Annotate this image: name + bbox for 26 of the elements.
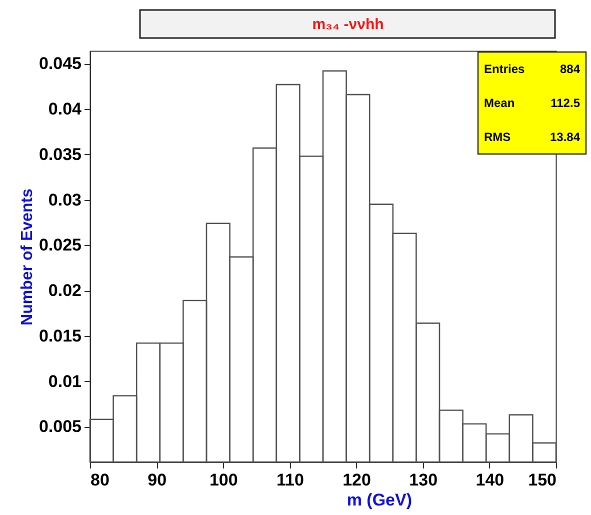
text: 884: [560, 62, 580, 76]
x-tick-label: 80: [90, 470, 110, 490]
y-tick-label: 0.03: [48, 190, 82, 210]
x-tick-label: 110: [276, 470, 304, 490]
y-tick-label: 0.01: [48, 372, 82, 391]
x-tick-label: 100: [209, 470, 238, 490]
y-tick-label: 0.045: [38, 54, 82, 74]
y-tick-label: 0.005: [38, 417, 82, 436]
x-tick-label: 130: [409, 470, 438, 490]
y-tick-label: 0.015: [38, 326, 82, 346]
x-tick-label: 90: [148, 470, 167, 490]
x-tick-label: 140: [476, 470, 504, 490]
y-tick-label: 0.025: [38, 236, 82, 255]
annotation: 112.5: [550, 96, 580, 110]
x-tick-label: 150: [528, 470, 556, 490]
annotation: Entries: [484, 62, 526, 76]
annotation: RMS: [484, 130, 511, 144]
x-tick-label: 120: [342, 470, 371, 490]
y-axis-title: Number of Events: [18, 188, 36, 326]
y-tick-label: 0.02: [48, 281, 82, 300]
annotation: Mean: [484, 96, 515, 110]
annotation: 13.84: [550, 130, 580, 144]
y-tick-label: 0.04: [48, 100, 82, 119]
y-tick-label: 0.035: [38, 144, 82, 164]
x-axis-title: m (GeV): [346, 490, 412, 510]
chart-title: m₃₄ -ννhh: [312, 16, 384, 33]
